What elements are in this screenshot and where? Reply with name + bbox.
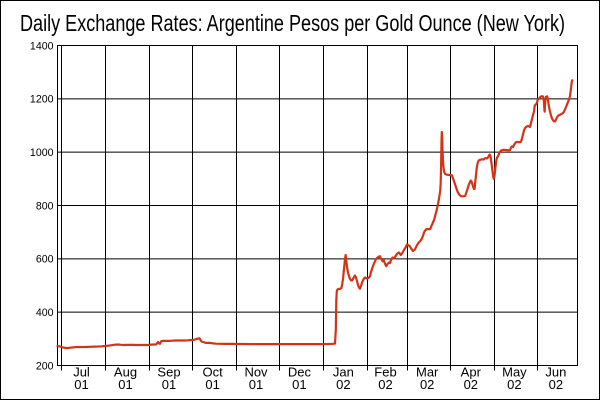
- svg-text:Apr: Apr: [461, 365, 482, 380]
- svg-text:1200: 1200: [30, 94, 54, 106]
- svg-text:01: 01: [292, 377, 306, 392]
- svg-text:01: 01: [249, 377, 263, 392]
- svg-text:01: 01: [118, 377, 132, 392]
- svg-text:Mar: Mar: [416, 365, 439, 380]
- svg-text:Nov: Nov: [244, 365, 268, 380]
- svg-text:01: 01: [74, 377, 88, 392]
- svg-text:02: 02: [464, 377, 478, 392]
- svg-text:Daily Exchange Rates: Argentin: Daily Exchange Rates: Argentine Pesos pe…: [20, 10, 565, 36]
- svg-text:02: 02: [549, 377, 563, 392]
- svg-text:Aug: Aug: [114, 365, 137, 380]
- svg-text:02: 02: [420, 377, 434, 392]
- svg-text:Sep: Sep: [157, 365, 180, 380]
- svg-text:02: 02: [336, 377, 350, 392]
- svg-text:01: 01: [162, 377, 176, 392]
- svg-text:600: 600: [36, 254, 54, 266]
- svg-text:02: 02: [378, 377, 392, 392]
- svg-text:Jun: Jun: [545, 365, 566, 380]
- svg-text:Feb: Feb: [374, 365, 396, 380]
- svg-text:May: May: [502, 365, 527, 380]
- svg-text:Oct: Oct: [202, 365, 223, 380]
- svg-text:1400: 1400: [30, 40, 54, 52]
- svg-text:Jan: Jan: [333, 365, 354, 380]
- svg-text:Jul: Jul: [73, 365, 90, 380]
- svg-text:1000: 1000: [30, 147, 54, 159]
- svg-text:02: 02: [507, 377, 521, 392]
- svg-text:01: 01: [205, 377, 219, 392]
- svg-text:Dec: Dec: [288, 365, 312, 380]
- svg-text:400: 400: [36, 307, 54, 319]
- svg-text:200: 200: [36, 360, 54, 372]
- svg-text:800: 800: [36, 200, 54, 212]
